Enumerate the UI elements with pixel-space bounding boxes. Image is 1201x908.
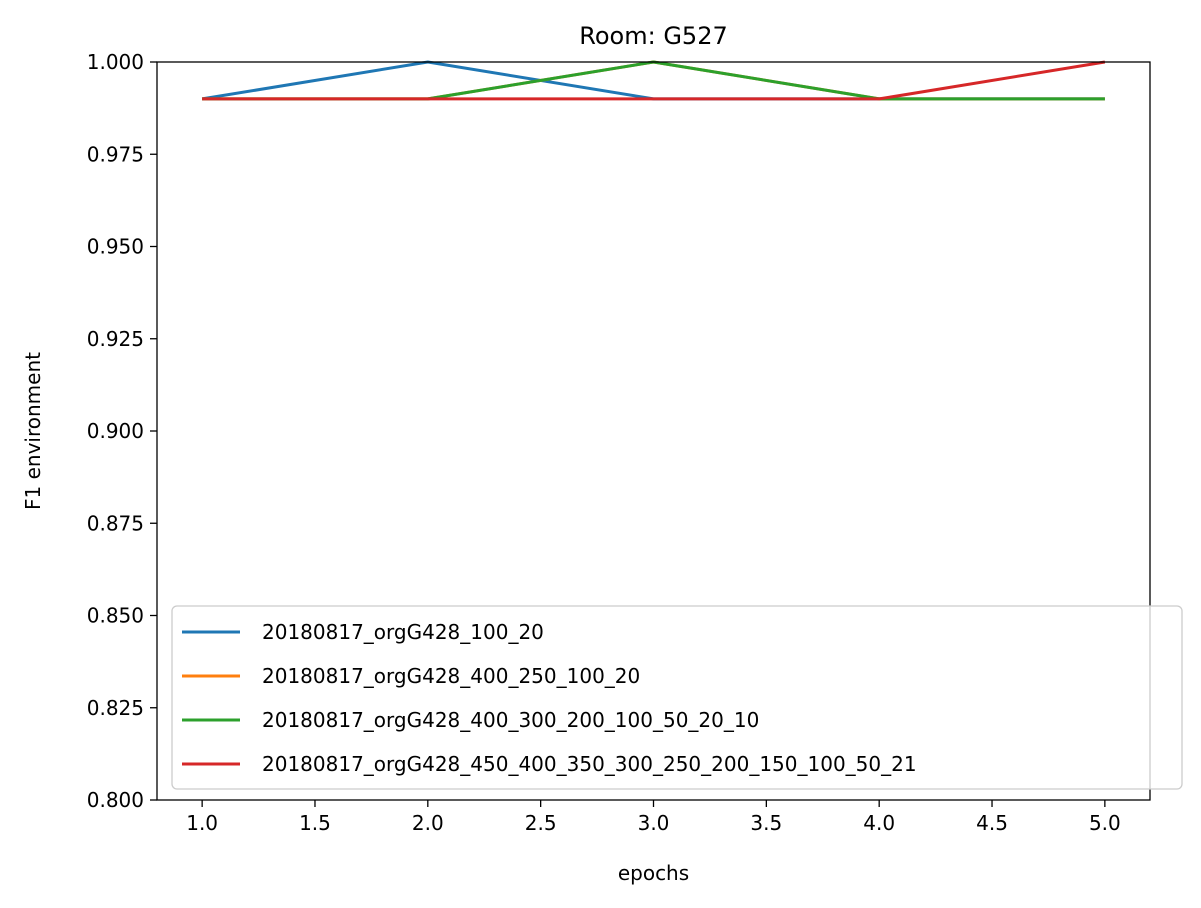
x-tick-label: 2.0 bbox=[412, 811, 444, 835]
x-tick-label: 4.5 bbox=[976, 811, 1008, 835]
x-tick-label: 2.5 bbox=[525, 811, 557, 835]
y-tick-label: 0.925 bbox=[87, 327, 144, 351]
legend-label-3: 20180817_orgG428_400_300_200_100_50_20_1… bbox=[262, 708, 759, 732]
legend: 20180817_orgG428_100_20 20180817_orgG428_… bbox=[171, 605, 1183, 790]
y-axis: 0.800 0.825 0.850 0.875 0.900 0.925 0.950 0.975… bbox=[87, 50, 157, 812]
x-axis: 1.0 1.5 2.0 2.5 3.0 3.5 4.0 4.5 5.0 bbox=[186, 800, 1121, 835]
y-tick-label: 0.975 bbox=[87, 142, 144, 166]
x-tick-label: 3.0 bbox=[638, 811, 670, 835]
legend-box bbox=[171, 605, 1183, 790]
y-tick-label: 0.875 bbox=[87, 511, 144, 535]
series-layer bbox=[201, 60, 1106, 101]
legend-label-4: 20180817_orgG428_450_400_350_300_250_200… bbox=[262, 752, 917, 776]
x-tick-label: 1.0 bbox=[186, 811, 218, 835]
series-line-4 bbox=[202, 60, 1106, 101]
x-tick-label: 5.0 bbox=[1089, 811, 1121, 835]
legend-label-2: 20180817_orgG428_400_250_100_20 bbox=[262, 664, 640, 688]
y-tick-label: 0.850 bbox=[87, 604, 144, 628]
y-tick-label: 0.950 bbox=[87, 235, 144, 259]
y-tick-label: 0.825 bbox=[87, 696, 144, 720]
y-tick-label: 0.900 bbox=[87, 419, 144, 443]
y-tick-label: 1.000 bbox=[87, 50, 144, 74]
series-line-3 bbox=[202, 60, 1105, 101]
y-axis-label: F1 environment bbox=[21, 352, 45, 510]
y-tick-label: 0.800 bbox=[87, 788, 144, 812]
x-tick-label: 4.0 bbox=[863, 811, 895, 835]
series-line-1 bbox=[201, 60, 1105, 101]
x-tick-label: 3.5 bbox=[750, 811, 782, 835]
x-tick-label: 1.5 bbox=[299, 811, 331, 835]
series-line-2 bbox=[202, 60, 1105, 101]
x-axis-label: epochs bbox=[618, 861, 689, 885]
legend-label-1: 20180817_orgG428_100_20 bbox=[262, 620, 544, 644]
chart-title: Room: G527 bbox=[579, 22, 727, 50]
